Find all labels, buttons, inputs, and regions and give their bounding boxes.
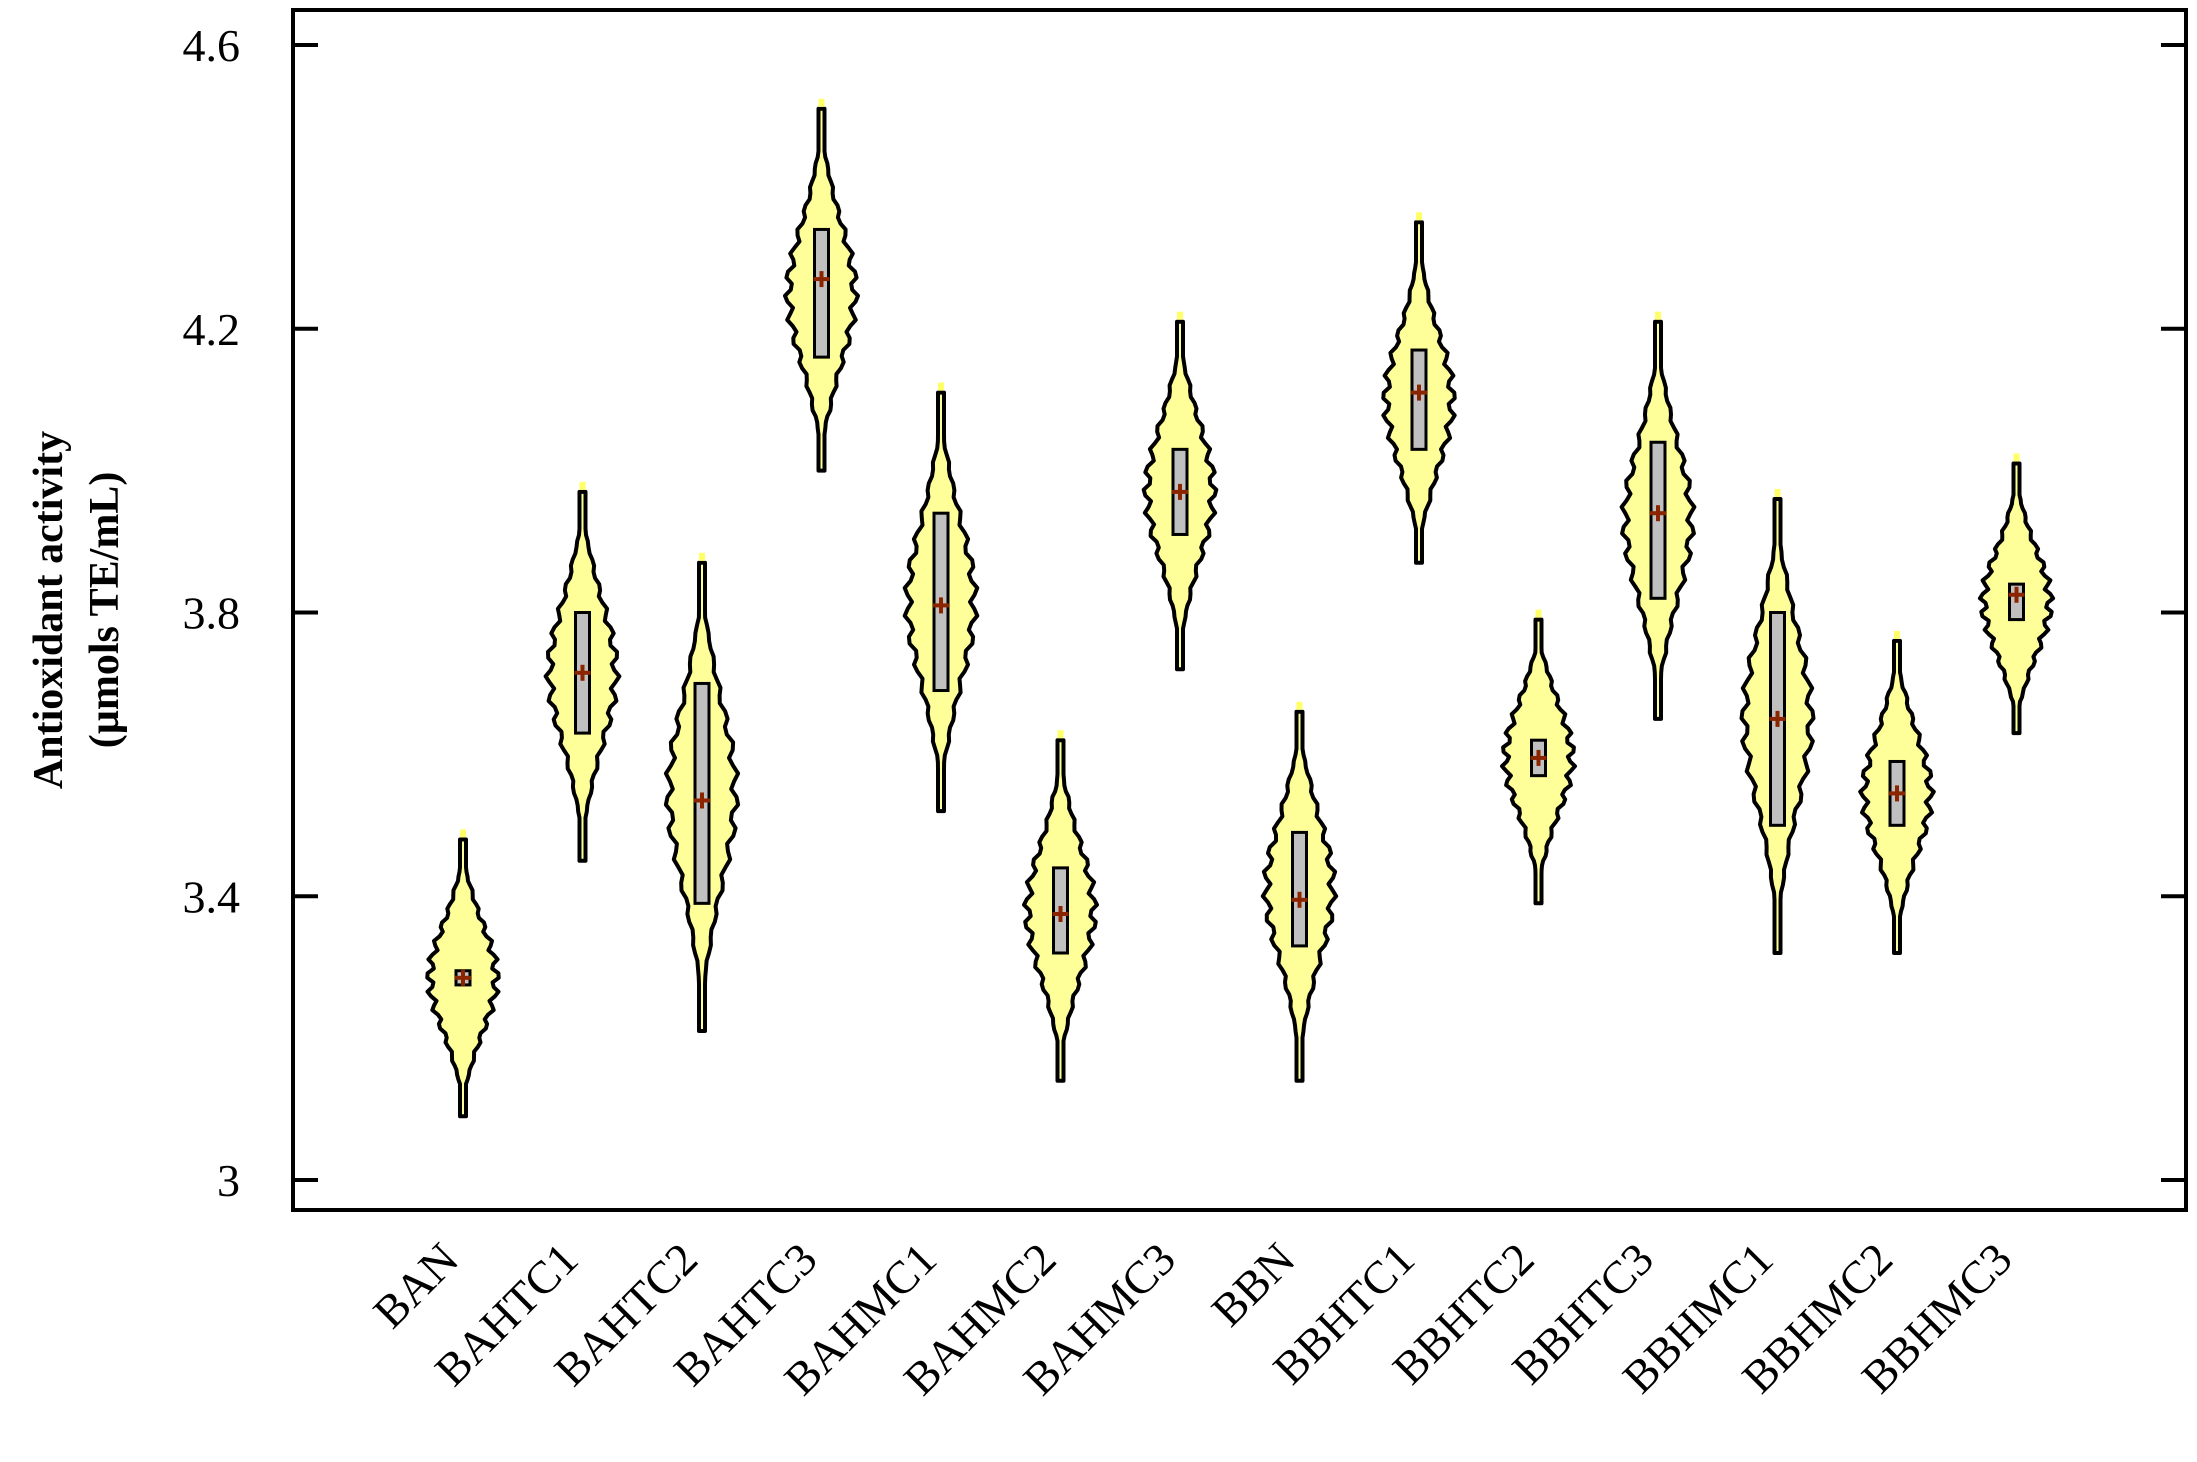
violin-group <box>425 829 501 1119</box>
violin-group <box>1858 630 1936 955</box>
iqr-box <box>1291 830 1308 948</box>
y-axis-title-line1: Antioxidant activity <box>26 431 72 789</box>
violin-group <box>783 98 860 473</box>
violin-tip <box>818 98 825 107</box>
violin-tip <box>2013 453 2020 462</box>
violin-group <box>1022 730 1099 1083</box>
y-tick-label: 3.8 <box>183 588 241 639</box>
violin-tip <box>1416 212 1422 221</box>
iqr-box <box>813 227 830 359</box>
y-tick-label: 4.2 <box>183 304 241 355</box>
violin-group <box>543 481 622 863</box>
y-tick-label: 3 <box>217 1155 240 1206</box>
violin-tip <box>460 829 466 838</box>
violin-tip <box>1296 701 1303 710</box>
violin-tip <box>1057 730 1064 739</box>
violin-group <box>902 382 980 814</box>
y-tick-label: 4.6 <box>183 20 241 71</box>
y-tick-label: 3.4 <box>183 871 241 922</box>
x-tick-label: BAN <box>363 1233 468 1338</box>
violin-group <box>663 552 741 1033</box>
y-axis: 4.6 4.2 3.8 3.4 3 <box>183 20 2186 1206</box>
x-tick-label: BBN <box>1202 1233 1305 1336</box>
violin-group <box>1500 609 1577 906</box>
plot-border <box>291 8 2188 1212</box>
y-axis-title-line2: (µmols TE/mL) <box>82 472 128 749</box>
violin-group <box>1977 453 2056 736</box>
violin-tip <box>1894 630 1900 639</box>
violin-group <box>1260 701 1339 1083</box>
violin-tip <box>938 382 944 391</box>
violin-group <box>1739 489 1816 955</box>
violin-group <box>1381 212 1457 565</box>
violin-tip <box>579 481 586 490</box>
violin-tip <box>1177 311 1183 320</box>
violin-tip <box>1535 609 1542 618</box>
plot-frame <box>291 8 2188 1212</box>
violin-group <box>1619 311 1697 721</box>
violin-tip <box>699 552 705 561</box>
violin-tip <box>1655 311 1661 320</box>
violins <box>425 98 2056 1119</box>
violin-group <box>1141 311 1219 672</box>
violin-tip <box>1774 489 1781 497</box>
